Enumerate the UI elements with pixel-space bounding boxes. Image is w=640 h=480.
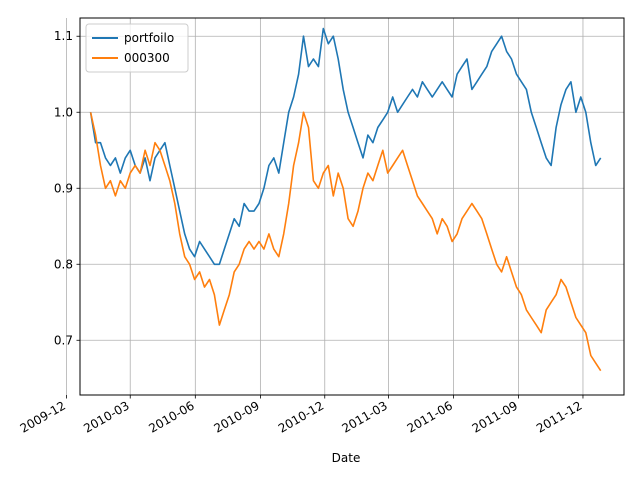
x-axis-label: Date [332, 451, 361, 465]
series-line-benchmark [89, 111, 602, 372]
legend: portfoilo 000300 [85, 23, 189, 73]
grid [66, 18, 624, 395]
legend-box [85, 23, 189, 73]
y-tick-label: 0.7 [54, 333, 73, 347]
axes-frame [79, 17, 625, 396]
legend-label-portfolio: portfoilo [124, 31, 174, 45]
legend-label-benchmark: 000300 [124, 51, 170, 65]
series-line-portfolio [89, 27, 602, 266]
y-tick-label: 0.9 [54, 181, 73, 195]
y-tick-label: 1.1 [54, 29, 73, 43]
series-lines [89, 27, 602, 372]
y-axis-ticks: 0.7 0.8 0.9 1.0 1.1 [54, 29, 80, 347]
y-tick-label: 0.8 [54, 257, 73, 271]
y-tick-label: 1.0 [54, 105, 73, 119]
